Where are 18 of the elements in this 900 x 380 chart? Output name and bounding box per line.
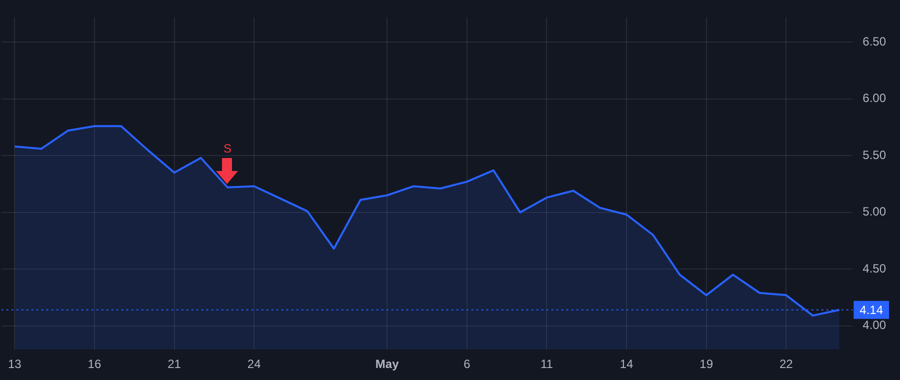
ref-line-label: 4.14 [860,303,884,318]
x-tick-label: 16 [88,357,102,372]
y-tick-label: 5.50 [862,148,886,162]
annotation: S [223,142,232,156]
x-tick-label: 14 [620,357,634,372]
x-tick-label: 13 [8,357,22,372]
x-tick-label: 6 [464,357,471,372]
y-tick-label: 6.50 [862,34,886,48]
x-tick-label: 22 [779,357,794,372]
x-tick-label: 21 [168,357,182,372]
y-tick-label: 6.00 [862,91,886,106]
y-tick-label: 4.50 [862,261,886,276]
x-tick-label: 24 [247,357,262,372]
y-tick-label: 5.00 [862,204,886,219]
x-tick-label: May [375,357,400,372]
y-tick-label: 4.00 [862,318,886,332]
x-tick-label: 11 [540,357,554,372]
x-tick-label: 19 [700,357,714,372]
